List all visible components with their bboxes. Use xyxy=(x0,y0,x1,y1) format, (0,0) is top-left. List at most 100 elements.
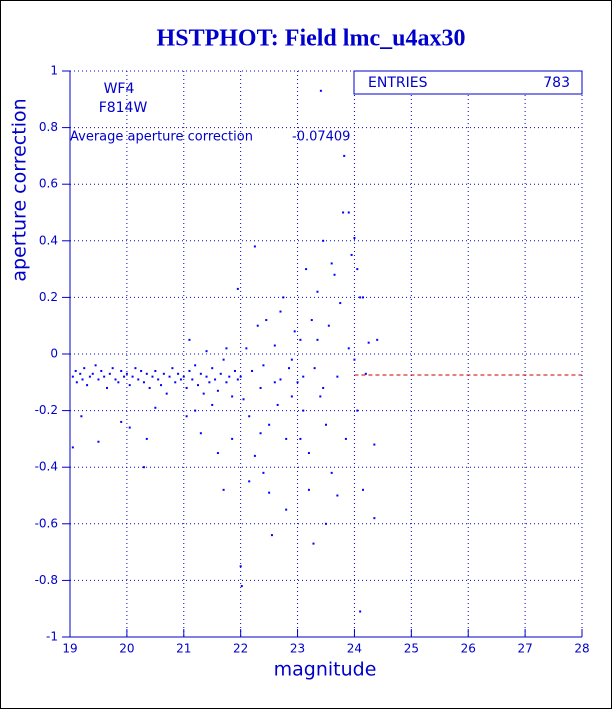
point xyxy=(319,89,322,92)
point xyxy=(376,338,379,341)
point xyxy=(233,369,236,372)
point xyxy=(154,406,157,409)
point xyxy=(290,395,293,398)
point xyxy=(273,344,276,347)
point xyxy=(231,395,234,398)
point xyxy=(302,375,305,378)
point xyxy=(205,350,208,353)
point xyxy=(242,398,245,401)
point xyxy=(225,381,228,384)
point xyxy=(105,386,108,389)
point xyxy=(199,372,202,375)
point xyxy=(75,381,78,384)
point xyxy=(182,375,185,378)
point xyxy=(276,403,279,406)
point xyxy=(268,491,271,494)
point xyxy=(83,367,86,370)
point xyxy=(117,381,120,384)
point xyxy=(162,372,165,375)
point xyxy=(202,392,205,395)
average-label: Average aperture correction xyxy=(70,130,253,145)
point xyxy=(305,268,308,271)
point xyxy=(285,508,288,511)
stats-value: 783 xyxy=(543,75,570,91)
point xyxy=(307,452,310,455)
average-value: -0.07409 xyxy=(292,130,350,145)
point xyxy=(211,367,214,370)
point xyxy=(333,273,336,276)
y-tick-label: 0 xyxy=(50,347,58,361)
point xyxy=(137,378,140,381)
point xyxy=(330,471,333,474)
point xyxy=(103,375,106,378)
point xyxy=(228,375,231,378)
point xyxy=(157,378,160,381)
point xyxy=(325,522,327,525)
point xyxy=(248,480,251,483)
point xyxy=(299,437,302,440)
stats-label: ENTRIES xyxy=(368,75,428,91)
point xyxy=(94,364,97,367)
point xyxy=(248,415,251,418)
point xyxy=(245,347,248,350)
point xyxy=(239,565,242,568)
point xyxy=(74,369,77,372)
point xyxy=(344,437,347,440)
point xyxy=(216,452,219,455)
point xyxy=(86,384,89,387)
point xyxy=(71,375,74,378)
point xyxy=(373,443,376,446)
point xyxy=(290,358,293,361)
point xyxy=(97,378,100,381)
point xyxy=(120,420,123,423)
point xyxy=(353,236,356,239)
point xyxy=(262,471,265,474)
point xyxy=(325,423,327,426)
point xyxy=(225,347,228,350)
point xyxy=(293,330,296,333)
point xyxy=(128,384,131,387)
point xyxy=(356,409,359,412)
point xyxy=(253,245,256,248)
y-tick-label: 0.2 xyxy=(39,290,58,304)
point xyxy=(125,372,128,375)
point xyxy=(168,375,171,378)
y-tick-label: -0.6 xyxy=(35,516,58,530)
point xyxy=(97,440,100,443)
point xyxy=(279,310,282,313)
x-tick-label: 27 xyxy=(517,642,532,656)
point xyxy=(111,367,114,370)
point xyxy=(322,386,325,389)
point xyxy=(188,369,191,372)
point xyxy=(199,432,202,435)
x-tick-label: 22 xyxy=(233,642,248,656)
y-tick-label: 0.6 xyxy=(39,177,58,191)
y-tick-label: 0.4 xyxy=(39,233,58,247)
point xyxy=(236,287,239,290)
point xyxy=(285,437,288,440)
point xyxy=(336,494,339,497)
point xyxy=(239,375,242,378)
y-tick-label: -0.4 xyxy=(35,460,58,474)
point xyxy=(312,542,315,545)
point xyxy=(123,375,126,378)
chart-title: HSTPHOT: Field lmc_u4ax30 xyxy=(157,26,466,52)
point xyxy=(171,367,174,370)
point xyxy=(179,378,182,381)
point xyxy=(71,446,74,449)
y-tick-label: 1 xyxy=(50,64,58,78)
point xyxy=(240,585,243,588)
point xyxy=(79,372,82,375)
point xyxy=(134,367,137,370)
point xyxy=(214,378,217,381)
point xyxy=(256,324,259,327)
point xyxy=(299,338,302,341)
point xyxy=(288,367,291,370)
point xyxy=(194,409,197,412)
point xyxy=(151,375,154,378)
point xyxy=(262,364,265,367)
point xyxy=(253,454,256,457)
point xyxy=(356,268,359,271)
point xyxy=(80,415,83,418)
